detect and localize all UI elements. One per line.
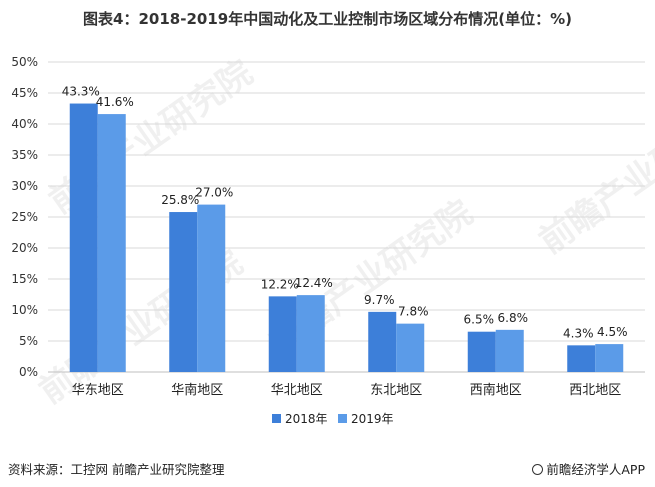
data-label: 9.7% — [364, 293, 395, 307]
legend-swatch — [338, 414, 347, 423]
data-label: 12.2% — [261, 277, 299, 291]
legend-swatch — [272, 414, 281, 423]
bar-2018 — [567, 345, 596, 372]
y-tick-label: 5% — [19, 334, 38, 348]
bar-2018 — [169, 212, 198, 372]
x-tick-label: 华北地区 — [271, 383, 323, 398]
bar-2018 — [368, 311, 397, 372]
legend-label: 2019年 — [351, 412, 394, 426]
bar-2019 — [296, 295, 325, 372]
data-label: 25.8% — [161, 193, 199, 207]
y-tick-label: 25% — [11, 210, 38, 224]
bar-2019 — [595, 344, 624, 372]
bar-2018 — [467, 331, 496, 372]
y-tick-label: 15% — [11, 272, 38, 286]
data-label: 4.3% — [563, 326, 594, 340]
data-label: 43.3% — [62, 85, 100, 99]
data-label: 7.8% — [398, 305, 429, 319]
data-label: 41.6% — [96, 95, 134, 109]
bar-2019 — [495, 329, 524, 372]
x-tick-label: 西北地区 — [569, 383, 621, 398]
bar-2018 — [268, 296, 297, 372]
brand-text: 前瞻经济学人APP — [546, 462, 645, 477]
data-label: 6.5% — [464, 313, 495, 327]
source-note: 资料来源：工控网 前瞻产业研究院整理 — [8, 462, 225, 477]
brand-logo-icon — [532, 464, 544, 475]
bar-2018 — [69, 103, 98, 372]
y-tick-label: 30% — [11, 179, 38, 193]
bar-chart: 0% 5% 10% 15% 20% 25% 30% 35% 40% 45% 50% 43.3%41.6… — [11, 55, 645, 426]
y-tick-label: 35% — [11, 148, 38, 162]
bar-2019 — [396, 323, 425, 372]
y-tick-label: 45% — [11, 86, 38, 100]
brand-label: 前瞻经济学人APP — [532, 459, 645, 478]
data-label: 6.8% — [498, 311, 529, 325]
x-tick-label: 东北地区 — [370, 383, 422, 398]
y-tick-label: 0% — [19, 365, 38, 379]
data-label: 27.0% — [195, 186, 233, 200]
y-tick-label: 20% — [11, 241, 38, 255]
x-tick-label: 华南地区 — [171, 382, 223, 398]
y-tick-label: 50% — [11, 55, 38, 69]
y-tick-label: 10% — [11, 303, 38, 317]
x-tick-label: 西南地区 — [470, 382, 522, 398]
x-tick-label: 华东地区 — [72, 383, 124, 398]
legend-label: 2018年 — [285, 412, 328, 426]
chart-title: 图表4：2018-2019年中国动化及工业控制市场区域分布情况(单位：%) — [83, 10, 572, 28]
bar-2019 — [197, 204, 226, 372]
data-label: 4.5% — [597, 325, 628, 339]
y-tick-label: 40% — [11, 117, 38, 131]
data-label: 12.4% — [295, 276, 333, 290]
bar-2019 — [97, 114, 126, 372]
